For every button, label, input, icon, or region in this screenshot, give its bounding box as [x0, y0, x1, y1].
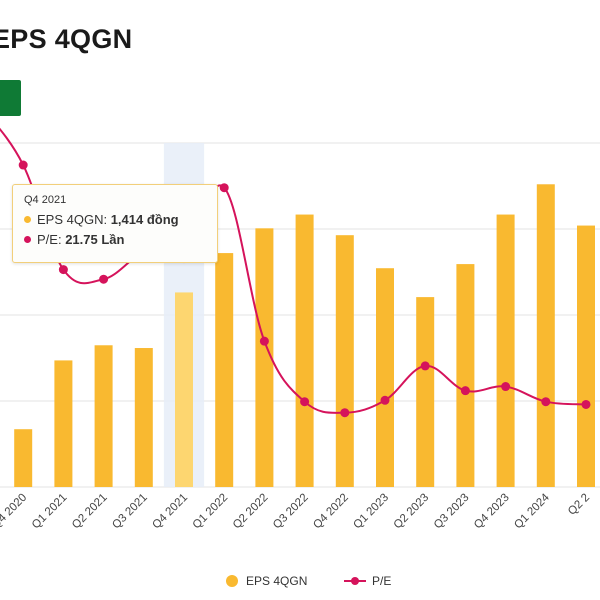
legend-pe-line-icon — [344, 575, 366, 587]
eps-bar[interactable] — [134, 348, 153, 487]
pe-point[interactable] — [300, 397, 310, 407]
x-tick-label: Q2 2022 — [231, 492, 271, 532]
legend-item-pe[interactable]: P/E — [344, 574, 391, 588]
x-tick-label: Q4 2023 — [472, 492, 512, 532]
x-tick-label: Q4 2020 — [0, 492, 29, 532]
chart-tooltip: Q4 2021 EPS 4QGN: 1,414 đồng P/E: 21.75 … — [12, 184, 218, 263]
eps-bar[interactable] — [416, 297, 435, 487]
eps-bar[interactable] — [577, 225, 595, 487]
x-tick-label: Q3 2023 — [432, 492, 472, 532]
x-tick-label: Q2 2 — [566, 492, 592, 518]
eps-dot-icon — [24, 216, 31, 223]
x-tick-label: Q2 2021 — [70, 492, 110, 532]
eps-bar[interactable] — [175, 292, 193, 487]
tooltip-pe-label: P/E: — [37, 232, 62, 247]
pe-point[interactable] — [460, 386, 470, 396]
x-tick-label: Q3 2021 — [110, 492, 150, 532]
pe-point[interactable] — [58, 265, 68, 275]
pe-point[interactable] — [420, 361, 430, 371]
tooltip-eps-label: EPS 4QGN: — [37, 212, 108, 227]
x-tick-label: Q2 2023 — [392, 492, 432, 532]
x-tick-label: Q3 2022 — [271, 492, 311, 532]
pe-point[interactable] — [581, 399, 591, 409]
tooltip-pe-value: 21.75 Lần — [65, 232, 125, 247]
legend-eps-circle-icon — [226, 575, 238, 587]
x-tick-label: Q1 2023 — [351, 492, 391, 532]
x-tick-label: Q1 2022 — [191, 492, 231, 532]
tooltip-eps-value: 1,414 đồng — [110, 212, 179, 227]
x-tick-label: Q1 2024 — [512, 491, 552, 531]
eps-bar[interactable] — [255, 228, 274, 487]
legend-item-eps[interactable]: EPS 4QGN — [226, 574, 307, 588]
chart-legend: EPS 4QGN P/E — [0, 574, 600, 592]
eps-bar[interactable] — [14, 429, 33, 487]
period-toggle-button[interactable] — [0, 80, 21, 116]
eps-bar[interactable] — [376, 268, 394, 487]
x-tick-label: Q4 2021 — [150, 492, 190, 532]
eps-bar[interactable] — [54, 360, 73, 487]
pe-point[interactable] — [259, 336, 269, 346]
eps-bar[interactable] — [335, 235, 354, 487]
x-tick-label: Q4 2022 — [311, 492, 351, 532]
tooltip-pe-row: P/E: 21.75 Lần — [24, 232, 217, 247]
pe-dot-icon — [24, 236, 31, 243]
tooltip-title: Q4 2021 — [24, 194, 67, 206]
eps-bar[interactable] — [295, 214, 314, 487]
pe-point[interactable] — [18, 160, 28, 170]
legend-pe-label: P/E — [372, 574, 392, 588]
x-tick-label: Q1 2021 — [30, 492, 70, 532]
pe-point[interactable] — [380, 395, 390, 405]
pe-point[interactable] — [340, 408, 350, 418]
tooltip-eps-row: EPS 4QGN: 1,414 đồng — [24, 212, 217, 227]
pe-point[interactable] — [501, 382, 511, 392]
eps-bar[interactable] — [536, 184, 555, 487]
legend-eps-label: EPS 4QGN — [246, 574, 308, 588]
eps-bars — [14, 184, 595, 487]
pe-point[interactable] — [541, 397, 551, 407]
pe-point[interactable] — [99, 274, 109, 284]
eps-bar[interactable] — [456, 264, 475, 487]
pe-point[interactable] — [219, 183, 229, 193]
eps-bar[interactable] — [94, 345, 113, 487]
page-title: EPS 4QGN — [0, 24, 133, 54]
eps-bar[interactable] — [496, 214, 515, 487]
eps-bar[interactable] — [215, 253, 234, 487]
